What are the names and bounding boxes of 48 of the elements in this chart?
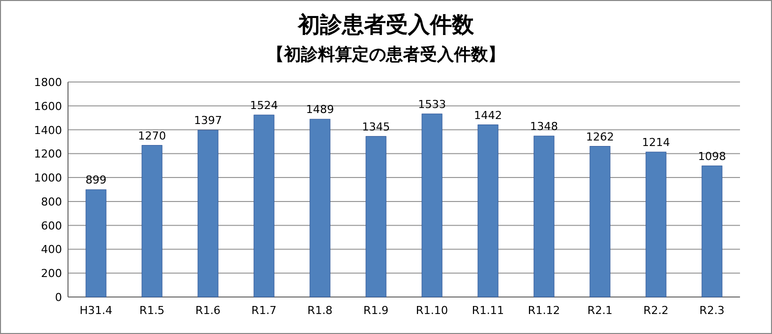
y-tick-label: 1800 xyxy=(34,76,62,89)
bar xyxy=(142,145,162,298)
bar xyxy=(366,136,386,298)
data-label: 1348 xyxy=(530,120,558,133)
y-tick-label: 200 xyxy=(41,267,62,280)
y-tick-label: 1000 xyxy=(34,172,62,185)
bar xyxy=(422,114,442,298)
data-label: 1524 xyxy=(250,98,278,112)
y-tick-label: 600 xyxy=(41,219,62,232)
y-tick-label: 1400 xyxy=(34,124,62,137)
x-tick-label: R2.2 xyxy=(643,304,669,317)
x-tick-label: H31.4 xyxy=(80,304,112,317)
data-label: 1214 xyxy=(642,136,670,149)
y-tick-label: 1600 xyxy=(34,100,62,113)
bar xyxy=(478,124,498,298)
bar xyxy=(590,146,610,298)
bar xyxy=(86,189,106,298)
x-tick-label: R1.10 xyxy=(416,304,448,317)
x-tick-label: R1.5 xyxy=(139,304,165,317)
x-tick-label: R1.7 xyxy=(251,304,277,317)
data-label: 899 xyxy=(86,174,106,187)
data-label: 1345 xyxy=(362,120,390,134)
bar xyxy=(702,166,722,298)
x-tick-label: R1.6 xyxy=(195,304,221,317)
data-label: 1270 xyxy=(138,129,166,142)
chart-title: 初診患者受入件数 xyxy=(297,12,475,38)
data-label: 1262 xyxy=(586,130,614,144)
y-tick-label: 0 xyxy=(55,291,62,304)
x-tick-label: R1.9 xyxy=(363,304,389,317)
bar xyxy=(198,130,218,298)
bar xyxy=(254,114,274,298)
data-label: 1533 xyxy=(418,98,446,111)
y-tick-label: 400 xyxy=(41,243,62,256)
bar xyxy=(310,118,330,298)
y-tick-label: 800 xyxy=(41,195,62,208)
x-tick-label: R1.12 xyxy=(528,304,560,317)
data-label: 1397 xyxy=(194,114,222,128)
y-tick-label: 1200 xyxy=(34,148,62,161)
x-tick-label: R2.1 xyxy=(587,304,613,317)
bar xyxy=(534,136,554,298)
chart-subtitle: 【初診料算定の患者受入件数】 xyxy=(267,45,505,65)
data-label: 1489 xyxy=(306,103,334,116)
x-tick-label: R2.3 xyxy=(699,304,725,317)
data-label: 1098 xyxy=(698,150,726,163)
data-label: 1442 xyxy=(474,108,502,122)
x-tick-label: R1.8 xyxy=(307,304,333,317)
x-tick-label: R1.11 xyxy=(472,304,504,317)
bar xyxy=(646,152,666,298)
